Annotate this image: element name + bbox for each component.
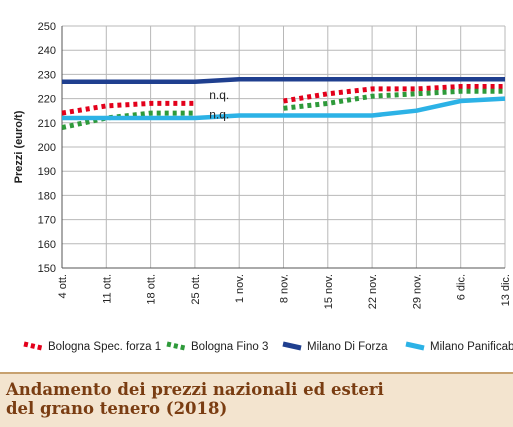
- x-tick-label-15-nov: 15 nov.: [323, 274, 335, 309]
- y-axis-label: Prezzi (euro/t): [13, 110, 25, 183]
- y-tick-label-160: 160: [38, 239, 56, 251]
- legend-swatch-bologna-spec-forza-1: [23, 341, 43, 351]
- x-tick-label-25-ott: 25 ott.: [190, 274, 202, 305]
- series-line-bologna-spec-forza-1-part-1: [61, 100, 195, 116]
- legend-label-bologna-fino-3: Bologna Fino 3: [191, 341, 268, 353]
- y-tick-label-220: 220: [38, 94, 56, 106]
- y-tick-label-250: 250: [38, 21, 56, 33]
- legend-label-milano-di-forza: Milano Di Forza: [307, 341, 388, 353]
- annotation-nq-1: n.q.: [209, 88, 229, 102]
- caption-box: Andamento dei prezzi nazionali ed esteri…: [0, 372, 513, 427]
- legend-swatch-bologna-fino-3: [166, 341, 186, 351]
- legend-swatch-milano-panificabile: [405, 341, 425, 351]
- x-tick-label-22-nov: 22 nov.: [367, 274, 379, 309]
- y-tick-label-150: 150: [38, 263, 56, 275]
- x-tick-label-13-dic: 13 dic.: [500, 274, 512, 306]
- caption-line-2: del grano tenero (2018): [6, 399, 228, 418]
- series-line-milano-di-forza: [62, 76, 505, 84]
- x-tick-label-8-nov: 8 nov.: [279, 274, 291, 303]
- x-tick-label-4-ott: 4 ott.: [57, 274, 69, 298]
- annotation-nq-2: n.q.: [209, 108, 229, 122]
- y-tick-label-210: 210: [38, 118, 56, 130]
- series-line-bologna-fino-3-part-2: [283, 88, 505, 111]
- price-line-chart: 150 160 170 180 190 200 210 220 230 240 250 4 ott. 1…: [13, 21, 513, 353]
- y-tick-label-190: 190: [38, 166, 56, 178]
- x-tick-label-18-ott: 18 ott.: [146, 274, 158, 305]
- legend-swatch-milano-di-forza: [282, 341, 302, 351]
- series-line-bologna-spec-forza-1-part-2: [283, 84, 505, 104]
- caption-line-1: Andamento dei prezzi nazionali ed esteri: [6, 380, 384, 399]
- x-tick-label-1-nov: 1 nov.: [234, 274, 246, 303]
- x-tick-label-11-ott: 11 ott.: [101, 274, 113, 304]
- legend-label-milano-panificabile: Milano Panificabile: [430, 341, 513, 353]
- legend-label-bologna-spec-forza-1: Bologna Spec. forza 1: [48, 341, 161, 353]
- y-tick-label-180: 180: [38, 190, 56, 202]
- y-tick-label-240: 240: [38, 45, 56, 57]
- series-line-milano-panificabile: [62, 96, 506, 121]
- y-tick-label-200: 200: [38, 142, 56, 154]
- series-line-bologna-fino-3-part-1: [61, 110, 195, 131]
- x-tick-label-29-nov: 29 nov.: [411, 274, 423, 309]
- x-tick-label-6-dic: 6 dic.: [456, 274, 468, 300]
- y-tick-label-170: 170: [38, 215, 56, 227]
- y-tick-label-230: 230: [38, 69, 56, 81]
- caption-title: Andamento dei prezzi nazionali ed esteri…: [6, 380, 506, 418]
